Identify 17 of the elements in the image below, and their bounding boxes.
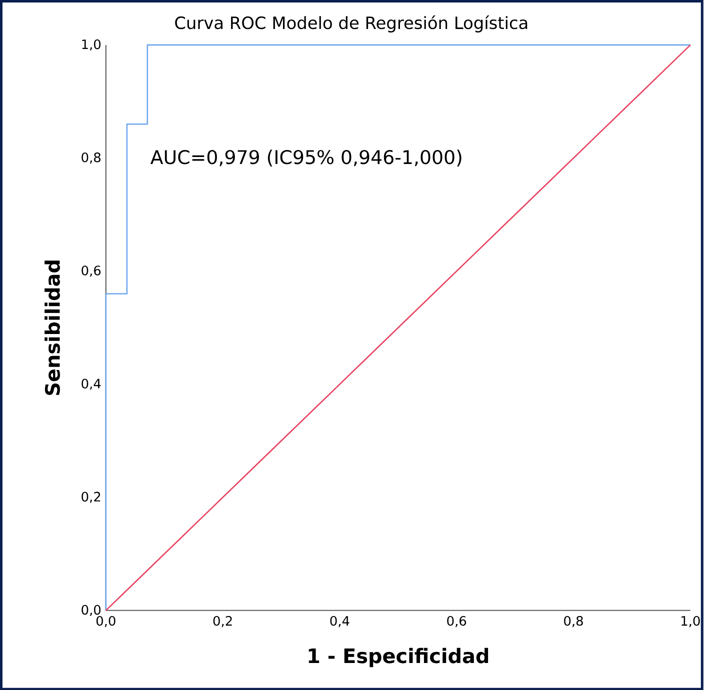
x-axis-title: 1 - Especificidad — [308, 648, 488, 667]
y-tick-label: 0,2 — [82, 492, 100, 503]
x-tick-label: 0,0 — [96, 616, 116, 627]
x-tick-label: 0,4 — [330, 616, 350, 627]
x-tick-label: 0,8 — [564, 616, 583, 627]
y-tick-label: 0,8 — [82, 152, 101, 164]
y-tick-label: 1,0 — [82, 39, 101, 50]
chart-title: Curva ROC Modelo de Regresión Logística — [175, 15, 528, 32]
y-tick-label: 0,4 — [82, 378, 101, 390]
y-tick-label: 0,6 — [82, 265, 101, 277]
x-tick-label: 0,6 — [447, 616, 466, 627]
y-axis-title: Sensibilidad — [44, 260, 60, 395]
x-tick-label: 1,0 — [682, 616, 700, 627]
line-series — [105, 44, 692, 611]
x-tick-label: 0,2 — [213, 616, 232, 627]
y-tick-label: 0,0 — [82, 604, 101, 616]
annotation: AUC=0,979 (IC95% 0,946-1,000) — [150, 149, 462, 166]
